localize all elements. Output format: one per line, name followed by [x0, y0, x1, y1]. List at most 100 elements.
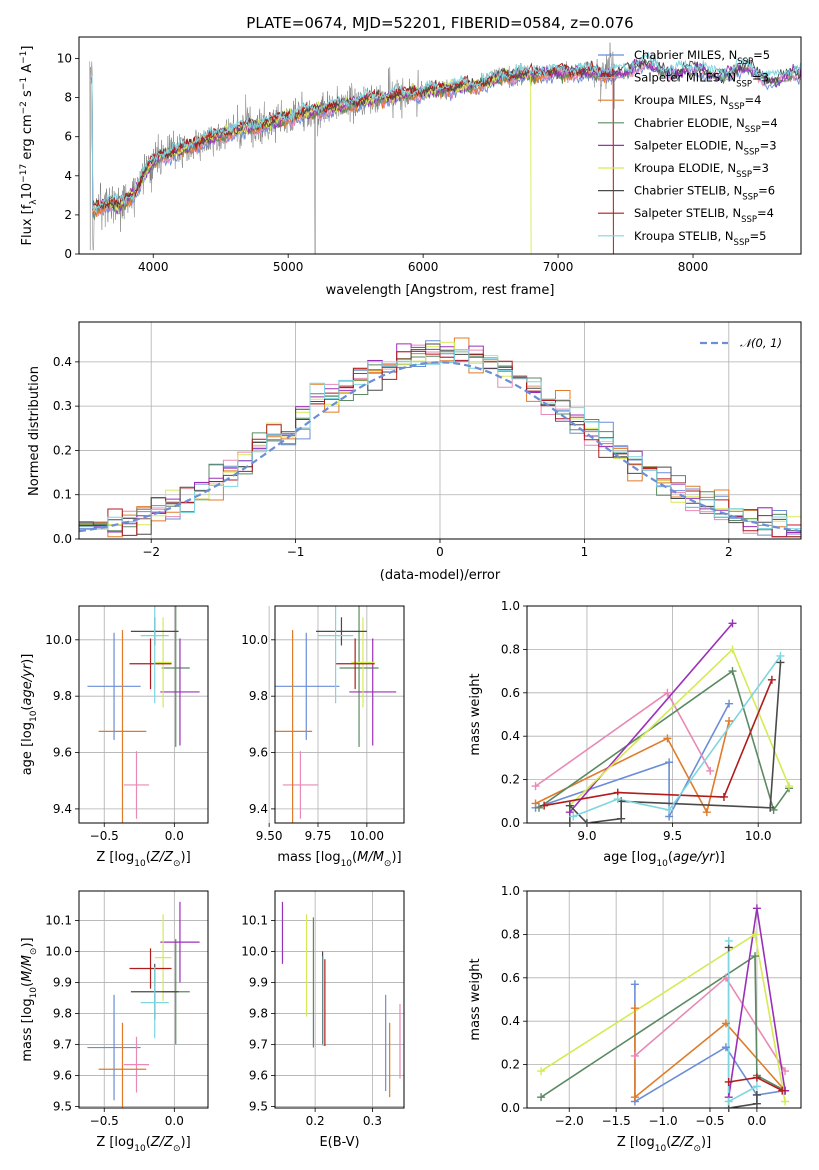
- label-part: age [log: [603, 850, 656, 865]
- label-part: (: [668, 850, 673, 865]
- legend-sub: SSP: [736, 170, 752, 180]
- weight-line-salpeter_stelib: [543, 679, 773, 807]
- spectrum-ylabel: Flux [fλ10−17 erg cm−2 s−1 A−1]: [19, 46, 39, 246]
- weight-line-kroupa_miles: [535, 720, 730, 815]
- age-weight-frame: [526, 605, 802, 824]
- legend-suffix: =3: [752, 71, 769, 85]
- label-part: (: [666, 1135, 671, 1150]
- ebv-mass-plot-area: [281, 901, 401, 1098]
- y-tick-label: 9.9: [53, 975, 72, 989]
- label-part: −17: [19, 164, 29, 183]
- weight-marker-kroupa_elodie: [781, 1097, 790, 1106]
- x-tick-label: 9.75: [305, 829, 332, 843]
- legend-label: Salpeter MILES, N: [634, 71, 736, 85]
- label-part: −2: [19, 101, 29, 114]
- weight-line-salpeter_elodie: [569, 622, 734, 813]
- x-tick-label: −2: [142, 545, 160, 559]
- weight-marker-kroupa_elodie: [537, 1067, 546, 1076]
- x-tick-label: 4000: [138, 260, 169, 274]
- x-tick-label: 9.5: [663, 829, 682, 843]
- weight-marker-salpeter_stelib: [724, 1077, 733, 1086]
- errorbar-chabrier_stelib: [316, 617, 367, 646]
- legend-sub: SSP: [741, 215, 757, 225]
- legend-suffix: =6: [758, 184, 775, 198]
- label-part: mass [log: [20, 998, 35, 1061]
- legend-entry-normal: 𝒩(0, 1): [740, 336, 782, 350]
- errorbar-salpeter_stelib: [129, 948, 172, 989]
- mass-age-grid: [268, 606, 404, 823]
- errorbar-salpeter_elodie: [160, 901, 200, 983]
- ebv-mass-frame: [274, 890, 405, 1109]
- errorbar-salpeter_elodie: [160, 638, 200, 746]
- weight-marker-kroupa_stelib: [724, 1097, 733, 1106]
- label-part: −1: [19, 51, 29, 64]
- x-tick-label: 10.0: [745, 829, 772, 843]
- y-tick-label: 9.8: [53, 689, 72, 703]
- label-part: erg cm: [20, 114, 35, 163]
- weight-marker-chabrier_miles: [665, 758, 674, 767]
- weight-marker-kroupa_miles: [721, 1019, 730, 1028]
- legend-sub: SSP: [744, 147, 760, 157]
- z-mass-axes: −0.5 0.09.59.69.79.89.910.010.1Z [log10(Z…: [20, 890, 209, 1154]
- label-part: (: [352, 850, 357, 865]
- errorbar-salpeter_stelib: [129, 638, 172, 690]
- y-tick-label: 0.2: [501, 773, 520, 787]
- errorbar-kroupa_elodie: [154, 617, 172, 708]
- label-part: age/yr: [20, 662, 35, 705]
- weight-marker-kroupa_stelib: [752, 1082, 761, 1091]
- weight-marker-kroupa_miles: [663, 734, 672, 743]
- y-tick-label: 9.6: [249, 1068, 268, 1082]
- weight-line-salpeter_miles: [535, 691, 711, 787]
- label-part: )]: [20, 937, 35, 947]
- age-weight-plot-area: [535, 622, 790, 823]
- x-tick-label: 0.0: [747, 1114, 766, 1128]
- label-part: ⊙: [173, 859, 181, 869]
- y-tick-label: 9.7: [249, 1037, 268, 1051]
- weight-marker-kroupa_miles: [702, 808, 711, 817]
- x-tick-label: −0.5: [695, 1114, 724, 1128]
- x-tick-label: 0.0: [165, 829, 184, 843]
- weight-line-chabrier_elodie: [538, 669, 790, 812]
- legend-sub: SSP: [736, 80, 752, 90]
- mass-age-plot-area: [275, 606, 397, 823]
- weight-marker-kroupa_stelib: [776, 651, 785, 660]
- errorbar-chabrier_elodie: [339, 606, 379, 747]
- label-part: Flux [f: [20, 204, 35, 245]
- y-tick-label: 8: [64, 91, 72, 105]
- y-tick-label: 9.4: [249, 802, 268, 816]
- z-age-grid: [79, 606, 208, 823]
- errorbar-salpeter_miles: [123, 1036, 150, 1093]
- weight-line-chabrier_miles: [535, 703, 730, 817]
- residual-ylabel: Normed distribution: [27, 366, 42, 496]
- weight-marker-chabrier_elodie: [728, 667, 737, 676]
- legend-sub: SSP: [742, 193, 758, 203]
- weight-marker-chabrier_miles: [630, 980, 639, 989]
- histogram-kroupa_stelib: [79, 349, 801, 539]
- legend-entry-chabrier_miles: Chabrier MILES, NSSP=5: [634, 48, 770, 67]
- z-weight-ylabel: mass weight: [468, 958, 483, 1040]
- errorbar-salpeter_elodie: [349, 638, 397, 746]
- errorbar-salpeter_miles: [282, 751, 318, 819]
- weight-marker-salpeter_stelib: [778, 1086, 787, 1095]
- label-part: )]: [181, 850, 191, 865]
- legend-suffix: =5: [753, 48, 770, 62]
- z-age-ylabel: age [log10(age/yr)]: [20, 654, 39, 776]
- label-part: age/yr: [673, 850, 716, 865]
- weight-marker-kroupa_miles: [531, 799, 540, 808]
- y-tick-label: 9.7: [53, 1037, 72, 1051]
- label-part: 10: [29, 710, 39, 722]
- weight-line-kroupa_elodie: [569, 648, 790, 807]
- legend-entry-kroupa_elodie: Kroupa ELODIE, NSSP=3: [634, 161, 769, 180]
- label-part: Z/Z: [150, 850, 174, 865]
- y-tick-label: 1.0: [501, 884, 520, 898]
- residual-xlabel: (data-model)/error: [380, 568, 501, 583]
- z-mass-grid: [79, 891, 208, 1108]
- y-tick-label: 2: [64, 208, 72, 222]
- legend-label: Salpeter STELIB, N: [634, 206, 741, 220]
- y-tick-label: 10.0: [241, 944, 268, 958]
- y-tick-label: 9.8: [249, 1006, 268, 1020]
- errorbar-kroupa_miles: [98, 1022, 147, 1108]
- mass-age-xlabel: mass [log10(M/M⊙)]: [277, 850, 401, 869]
